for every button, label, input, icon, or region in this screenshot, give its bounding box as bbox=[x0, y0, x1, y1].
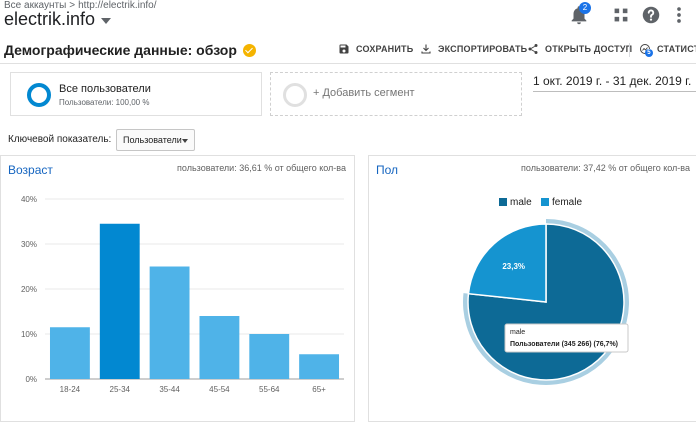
property-name: electrik.info bbox=[4, 9, 96, 29]
notification-badge: 2 bbox=[579, 2, 591, 14]
date-range-picker[interactable]: 1 окт. 2019 г. - 31 дек. 2019 г. bbox=[533, 72, 696, 92]
page-title-text: Демографические данные: обзор bbox=[4, 42, 237, 58]
segment-subtitle: Пользователи: 100,00 % bbox=[59, 98, 150, 107]
chevron-down-icon bbox=[101, 18, 112, 24]
insights-label: СТАТИСТИКА bbox=[657, 44, 696, 54]
metric-label: Ключевой показатель: bbox=[8, 134, 112, 145]
breadcrumb: Все аккаунты > http://electrik.info/ bbox=[4, 0, 157, 11]
export-label: ЭКСПОРТИРОВАТЬ bbox=[438, 44, 528, 54]
gender-card-note: пользователи: 37,42 % от общего кол-ва bbox=[521, 163, 690, 173]
bar-25-34[interactable] bbox=[99, 223, 140, 379]
x-tick-label: 45-54 bbox=[209, 385, 230, 394]
legend-label-male[interactable]: male bbox=[510, 197, 532, 208]
gender-card: Пол пользователи: 37,42 % от общего кол-… bbox=[368, 155, 696, 422]
breadcrumb-all-accounts[interactable]: Все аккаунты bbox=[4, 0, 67, 11]
y-tick-label: 40% bbox=[21, 195, 37, 204]
segment-all-users[interactable]: Все пользователи Пользователи: 100,00 % bbox=[10, 72, 262, 116]
help-button[interactable] bbox=[640, 4, 662, 26]
property-selector[interactable]: electrik.info bbox=[4, 9, 112, 30]
legend-swatch-female bbox=[541, 198, 549, 206]
x-tick-label: 18-24 bbox=[60, 385, 81, 394]
apps-grid-icon bbox=[614, 8, 628, 22]
breadcrumb-separator: > bbox=[69, 0, 76, 11]
legend-swatch-male bbox=[499, 198, 507, 206]
insights-badge: 5 bbox=[645, 49, 653, 57]
segment-circle-icon bbox=[27, 83, 51, 107]
toolbar-divider bbox=[629, 43, 630, 57]
bar-45-54[interactable] bbox=[199, 316, 240, 379]
more-options-button[interactable] bbox=[668, 4, 690, 26]
bar-65+[interactable] bbox=[299, 354, 340, 379]
more-vert-icon bbox=[677, 7, 681, 23]
report-toolbar: Демографические данные: обзор СОХРАНИТЬ … bbox=[0, 36, 696, 64]
share-icon bbox=[528, 44, 538, 54]
save-label: СОХРАНИТЬ bbox=[356, 44, 414, 54]
tooltip-title: male bbox=[510, 329, 525, 336]
x-tick-label: 65+ bbox=[312, 385, 326, 394]
age-card: Возраст пользователи: 36,61 % от общего … bbox=[0, 155, 355, 422]
add-segment-button[interactable]: + Добавить сегмент bbox=[270, 72, 522, 116]
empty-segment-circle-icon bbox=[283, 83, 307, 107]
segment-name: Все пользователи bbox=[59, 83, 151, 95]
export-button[interactable]: ЭКСПОРТИРОВАТЬ bbox=[420, 43, 527, 55]
gender-card-title[interactable]: Пол bbox=[376, 163, 399, 177]
metric-select[interactable]: Пользователи bbox=[116, 129, 195, 151]
share-label: ОТКРЫТЬ ДОСТУП bbox=[545, 44, 633, 54]
y-tick-label: 10% bbox=[21, 330, 37, 339]
help-icon bbox=[642, 6, 660, 24]
x-tick-label: 35-44 bbox=[159, 385, 180, 394]
share-button[interactable]: ОТКРЫТЬ ДОСТУП bbox=[527, 43, 632, 55]
save-button[interactable]: СОХРАНИТЬ bbox=[338, 43, 413, 55]
age-card-title[interactable]: Возраст bbox=[8, 163, 53, 177]
pie-tooltip: male Пользователи (345 266) (76,7%) bbox=[504, 323, 629, 353]
pie-slice-female[interactable] bbox=[467, 223, 547, 303]
metric-selected-value: Пользователи bbox=[123, 135, 182, 145]
dropdown-arrow-icon bbox=[182, 139, 188, 143]
app-bar: Все аккаунты > http://electrik.info/ elect… bbox=[0, 0, 696, 36]
insights-button[interactable]: 5 СТАТИСТИКА bbox=[639, 43, 696, 57]
download-icon bbox=[421, 44, 431, 54]
y-tick-label: 0% bbox=[25, 375, 37, 384]
notifications-button[interactable]: 2 bbox=[568, 2, 591, 26]
apps-button[interactable] bbox=[610, 4, 632, 26]
x-tick-label: 55-64 bbox=[259, 385, 280, 394]
page-title: Демографические данные: обзор bbox=[4, 42, 256, 58]
breadcrumb-property[interactable]: http://electrik.info/ bbox=[78, 0, 157, 11]
legend-label-female[interactable]: female bbox=[552, 197, 582, 208]
verified-icon bbox=[242, 43, 256, 57]
bar-55-64[interactable] bbox=[249, 334, 290, 379]
age-card-note: пользователи: 36,61 % от общего кол-ва bbox=[177, 163, 346, 173]
tooltip-value: Пользователи (345 266) (76,7%) bbox=[510, 341, 618, 348]
gender-pie-chart: male female 23,3% male Пользователи (345 266… bbox=[463, 197, 629, 385]
add-segment-label: + Добавить сегмент bbox=[313, 87, 415, 99]
bar-35-44[interactable] bbox=[149, 266, 190, 380]
y-tick-label: 20% bbox=[21, 285, 37, 294]
save-icon bbox=[339, 44, 349, 54]
x-tick-label: 25-34 bbox=[110, 385, 131, 394]
pie-slice-label: 23,3% bbox=[502, 262, 525, 271]
y-tick-label: 30% bbox=[21, 240, 37, 249]
bar-18-24[interactable] bbox=[49, 327, 90, 379]
age-bar-chart: 0% 10% 20% 30% 40% 18-24 25-34 35-44 45-54 55-64 6… bbox=[21, 195, 344, 394]
tooltip-box bbox=[504, 323, 629, 353]
